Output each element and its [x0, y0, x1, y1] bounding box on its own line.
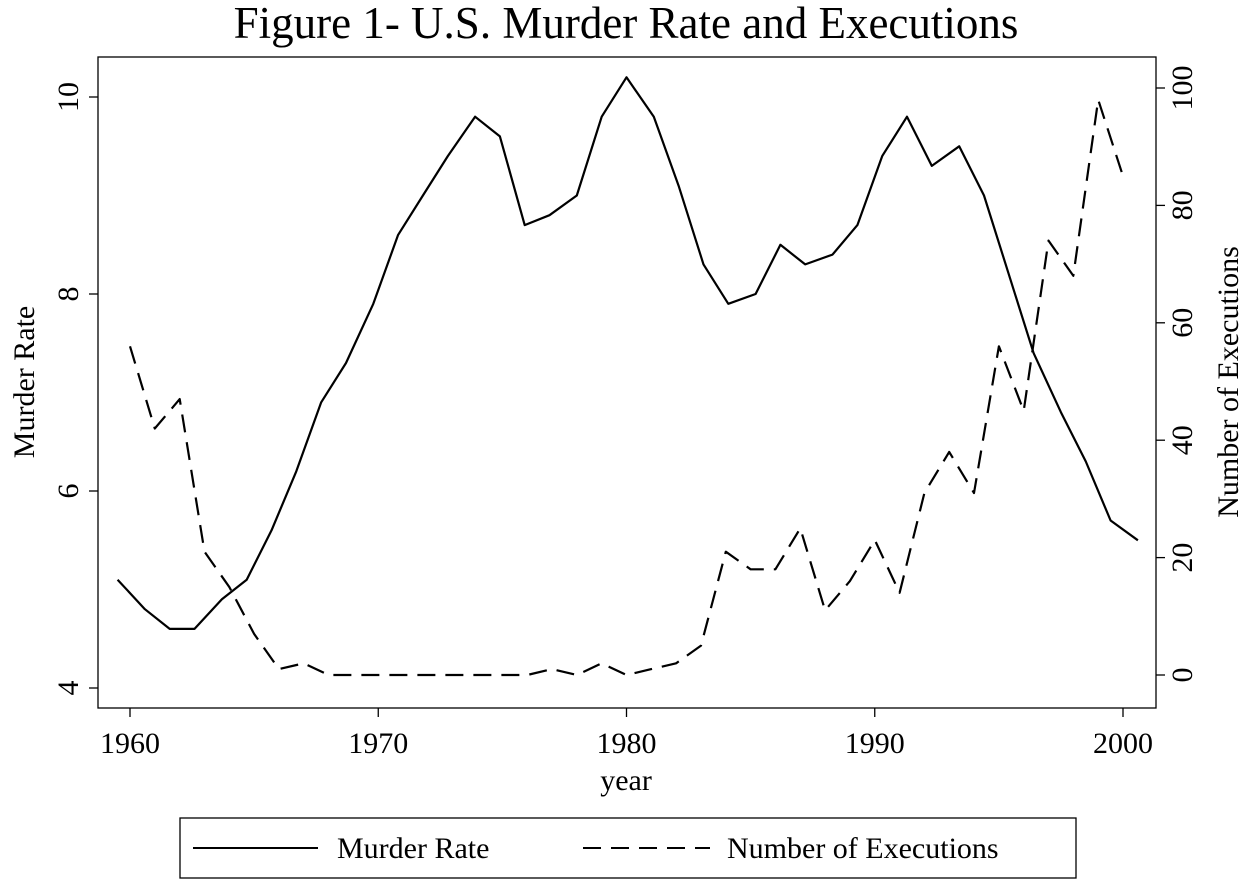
right-y-tick-label: 0 [1166, 668, 1199, 683]
left-y-axis-label: Murder Rate [8, 306, 41, 458]
x-tick-label: 1980 [597, 727, 657, 760]
plot-frame [97, 56, 1157, 709]
right-y-tick-label: 60 [1166, 308, 1199, 338]
series-line-murder-rate [116, 76, 1139, 631]
legend: Murder Rate Number of Executions [179, 817, 1077, 879]
right-y-tick-label: 40 [1166, 425, 1199, 455]
left-y-tick-label: 8 [52, 287, 85, 302]
chart-title: Figure 1- U.S. Murder Rate and Execution… [234, 0, 1019, 48]
x-tick-label: 1990 [845, 727, 905, 760]
right-y-axis: 0 20 40 60 80 100 [1156, 66, 1199, 683]
x-tick-label: 1970 [348, 727, 408, 760]
legend-frame [179, 817, 1077, 879]
right-y-tick-label: 80 [1166, 190, 1199, 220]
x-axis: 1960 1970 1980 1990 2000 [100, 708, 1153, 760]
left-y-axis: 4 6 8 10 [52, 82, 98, 696]
right-y-tick-label: 20 [1166, 543, 1199, 573]
x-axis-label: year [600, 764, 652, 797]
left-y-tick-label: 6 [52, 484, 85, 499]
legend-label-number-of-executions: Number of Executions [727, 832, 999, 865]
x-tick-label: 2000 [1093, 727, 1153, 760]
right-y-axis-label: Number of Executions [1212, 246, 1245, 518]
left-y-tick-label: 4 [52, 681, 85, 696]
left-y-tick-label: 10 [52, 82, 85, 112]
right-y-tick-label: 100 [1166, 66, 1199, 111]
x-tick-label: 1960 [100, 727, 160, 760]
series-line-number-of-executions [128, 98, 1125, 677]
series-layer [116, 76, 1139, 677]
legend-label-murder-rate: Murder Rate [337, 832, 489, 865]
